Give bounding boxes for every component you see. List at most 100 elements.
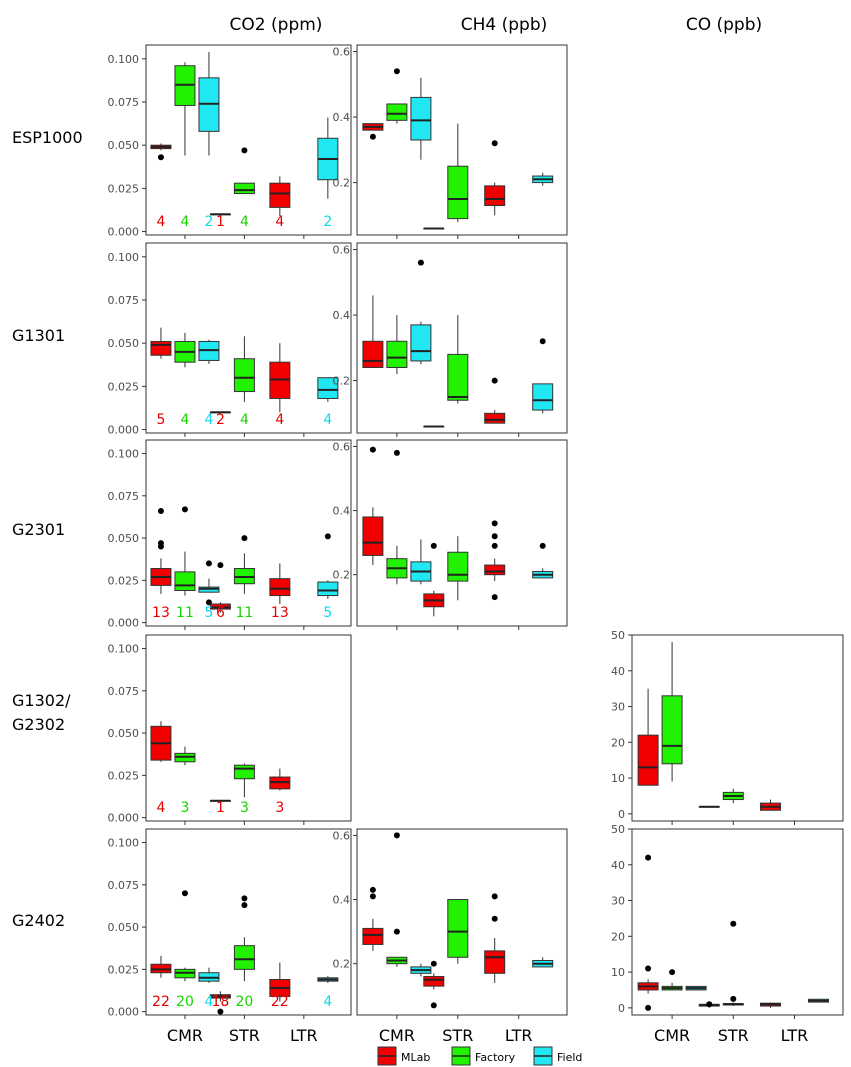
box-field: [198, 967, 220, 983]
count-label: 3: [180, 800, 189, 816]
y-tick-label: 20: [611, 930, 625, 943]
box-body: [317, 377, 339, 399]
box-field: [410, 259, 432, 365]
box-body: [362, 516, 384, 556]
outlier-point: [393, 68, 400, 75]
outlier-point: [491, 377, 498, 384]
y-tick-label: 0.4: [333, 894, 351, 907]
box-mlab: [150, 327, 172, 359]
box-factory: [386, 68, 408, 124]
box-body: [233, 764, 255, 780]
row-label: G2402: [12, 911, 65, 930]
box-body: [233, 945, 255, 970]
outlier-point: [181, 506, 188, 513]
count-label: 5: [156, 412, 165, 428]
box-field: [410, 963, 432, 977]
box-field: [807, 998, 829, 1003]
y-tick-label: 0.075: [108, 879, 140, 892]
box-mlab: [484, 520, 506, 601]
box-mlab: [269, 768, 291, 791]
box-factory: [386, 449, 408, 585]
box-field: [532, 542, 554, 579]
box-mlab: [269, 176, 291, 216]
outlier-point: [491, 594, 498, 601]
count-label: 22: [152, 994, 170, 1010]
y-tick-label: 0: [618, 1002, 625, 1015]
y-tick-label: 0: [618, 808, 625, 821]
box-body: [410, 324, 432, 362]
count-label: 2: [323, 214, 332, 230]
legend-label-field: Field: [557, 1051, 582, 1064]
y-tick-label: 0.2: [333, 958, 351, 971]
y-tick-label: 0.6: [333, 244, 351, 257]
count-label: 1: [216, 800, 225, 816]
col-header-co: CO (ppb): [686, 15, 762, 35]
outlier-point: [430, 1002, 437, 1009]
x-category-label: STR: [442, 1026, 473, 1045]
outlier-point: [539, 542, 546, 549]
x-category-label: CMR: [379, 1026, 415, 1045]
outlier-point: [430, 542, 437, 549]
outlier-point: [491, 520, 498, 527]
box-mlab: [637, 854, 659, 1011]
box-factory: [174, 332, 196, 368]
box-field: [317, 976, 339, 983]
panel-frame: [631, 828, 844, 1016]
box-mlab: [150, 508, 172, 594]
panel-frame: [356, 439, 568, 627]
box-mlab: [362, 446, 384, 566]
y-tick-label: 0.075: [108, 490, 140, 503]
y-tick-label: 0.000: [108, 424, 140, 437]
box-mlab: [423, 227, 445, 230]
y-tick-label: 0.025: [108, 769, 140, 782]
box-body: [423, 976, 445, 987]
row-label: ESP1000: [12, 128, 83, 147]
box-field: [410, 77, 432, 160]
y-tick-label: 0.100: [108, 448, 140, 461]
panel-frame: [145, 242, 352, 434]
box-mlab: [698, 1001, 720, 1008]
box-factory: [447, 315, 469, 404]
outlier-point: [241, 895, 248, 902]
outlier-point: [730, 920, 737, 927]
y-tick-label: 0.050: [108, 921, 140, 934]
y-tick-label: 0.075: [108, 294, 140, 307]
count-label: 3: [275, 800, 284, 816]
box-body: [386, 103, 408, 121]
outlier-point: [706, 1001, 713, 1008]
box-mlab: [759, 1002, 781, 1008]
box-field: [198, 339, 220, 364]
box-body: [484, 564, 506, 576]
box-mlab: [269, 563, 291, 605]
outlier-point: [369, 446, 376, 453]
outlier-point: [157, 508, 164, 515]
y-tick-label: 0.6: [333, 440, 351, 453]
count-label: 13: [271, 605, 289, 621]
y-tick-label: 0.050: [108, 139, 140, 152]
box-body: [174, 571, 196, 591]
y-tick-label: 0.2: [333, 375, 351, 388]
outlier-point: [730, 995, 737, 1002]
outlier-point: [417, 259, 424, 266]
y-tick-label: 0.6: [333, 829, 351, 842]
box-mlab: [150, 143, 172, 161]
box-body: [637, 734, 659, 786]
y-tick-label: 50: [611, 629, 625, 642]
box-factory: [174, 746, 196, 766]
box-factory: [233, 763, 255, 798]
y-tick-label: 30: [611, 895, 625, 908]
box-factory: [233, 336, 255, 402]
x-category-label: LTR: [290, 1026, 318, 1045]
outlier-point: [645, 1004, 652, 1011]
count-label: 2: [204, 214, 213, 230]
outlier-point: [241, 902, 248, 909]
count-label: 4: [180, 412, 189, 428]
box-body: [447, 165, 469, 220]
outlier-point: [393, 928, 400, 935]
count-label: 6: [216, 605, 225, 621]
panel-frame: [145, 828, 352, 1016]
y-tick-label: 0.6: [333, 46, 351, 59]
y-tick-label: 0.025: [108, 380, 140, 393]
y-tick-label: 0.050: [108, 532, 140, 545]
